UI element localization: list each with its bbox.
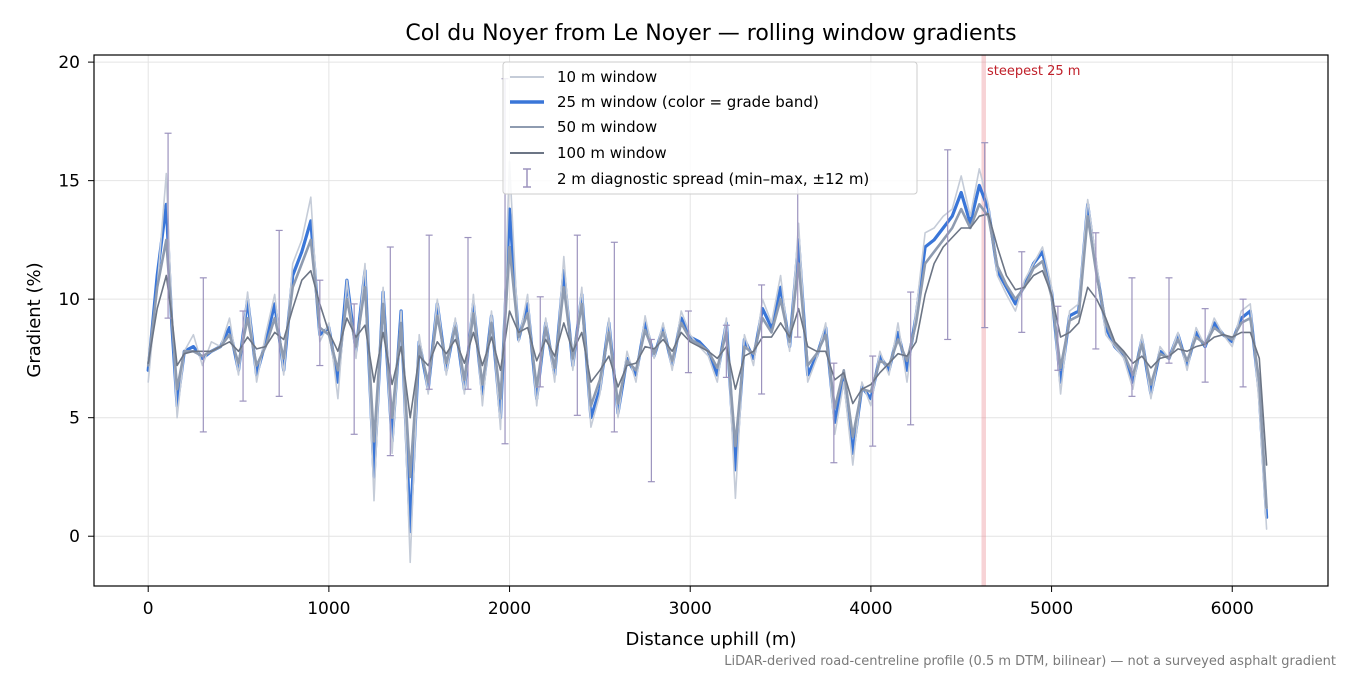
legend-box <box>502 61 918 195</box>
x-tick-label: 0 <box>143 599 154 619</box>
x-tick-label: 2000 <box>488 599 531 619</box>
error-bar <box>869 355 877 447</box>
steepest-band <box>981 55 986 586</box>
error-bar <box>536 296 544 388</box>
error-bar <box>981 142 989 329</box>
error-bar <box>610 241 618 433</box>
error-bar <box>1165 277 1173 364</box>
steepest-annotation: steepest 25 m <box>987 64 1080 79</box>
y-tick-label: 0 <box>69 527 80 547</box>
y-tick-label: 20 <box>58 53 80 73</box>
legend-label-100m: 100 m window <box>557 144 667 162</box>
error-bar <box>275 229 283 397</box>
error-bar <box>350 303 358 435</box>
legend-label-25m: 25 m window (color = grade band) <box>557 93 819 111</box>
y-tick-label: 10 <box>58 290 80 310</box>
y-tick-label: 15 <box>58 172 80 192</box>
error-bar <box>316 279 324 367</box>
legend-label-10m: 10 m window <box>557 68 657 86</box>
legend-label-50m: 50 m window <box>557 118 657 136</box>
error-bar <box>722 324 730 378</box>
legend-swatch-errorbar <box>523 168 531 188</box>
error-bar <box>573 234 581 416</box>
error-bar <box>647 338 655 483</box>
error-bar <box>1201 308 1209 383</box>
error-bar <box>239 310 247 402</box>
legend-label-errorbar: 2 m diagnostic spread (min–max, ±12 m) <box>557 170 869 188</box>
x-tick-label: 5000 <box>1030 599 1073 619</box>
error-bar <box>1128 277 1136 397</box>
series-lines <box>146 160 1269 564</box>
x-tick-label: 6000 <box>1211 599 1254 619</box>
error-bar <box>386 246 394 457</box>
error-bar <box>1054 305 1062 371</box>
y-tick-label: 5 <box>69 409 80 429</box>
error-bar <box>944 149 952 341</box>
error-bar <box>684 310 692 374</box>
x-tick-label: 4000 <box>849 599 892 619</box>
error-bars <box>164 78 1247 483</box>
x-tick-label: 3000 <box>669 599 712 619</box>
y-axis-label: Gradient (%) <box>24 262 45 377</box>
chart-title: Col du Noyer from Le Noyer — rolling win… <box>405 21 1016 46</box>
axis-ticks: 0 1000 2000 3000 4000 5000 6000 0 5 10 15 20 <box>58 53 1254 619</box>
error-bar <box>758 284 766 395</box>
error-bar <box>907 291 915 426</box>
error-bar <box>464 236 472 390</box>
legend: 10 m window 25 m window (color = grade b… <box>502 61 918 195</box>
plot-frame <box>93 54 1329 587</box>
series-50m-line <box>146 203 1268 510</box>
series-100m-line <box>147 213 1268 466</box>
x-axis-label: Distance uphill (m) <box>626 629 797 650</box>
error-bar <box>1239 298 1247 388</box>
error-bar <box>1018 251 1026 333</box>
error-bar <box>1092 232 1100 350</box>
footer-note: LiDAR-derived road-centreline profile (0… <box>724 654 1336 669</box>
error-bar <box>425 234 433 390</box>
error-bar <box>164 132 172 319</box>
error-bar <box>830 362 838 464</box>
x-tick-label: 1000 <box>307 599 350 619</box>
error-bar <box>199 277 207 433</box>
steepest-highlight <box>981 55 986 586</box>
